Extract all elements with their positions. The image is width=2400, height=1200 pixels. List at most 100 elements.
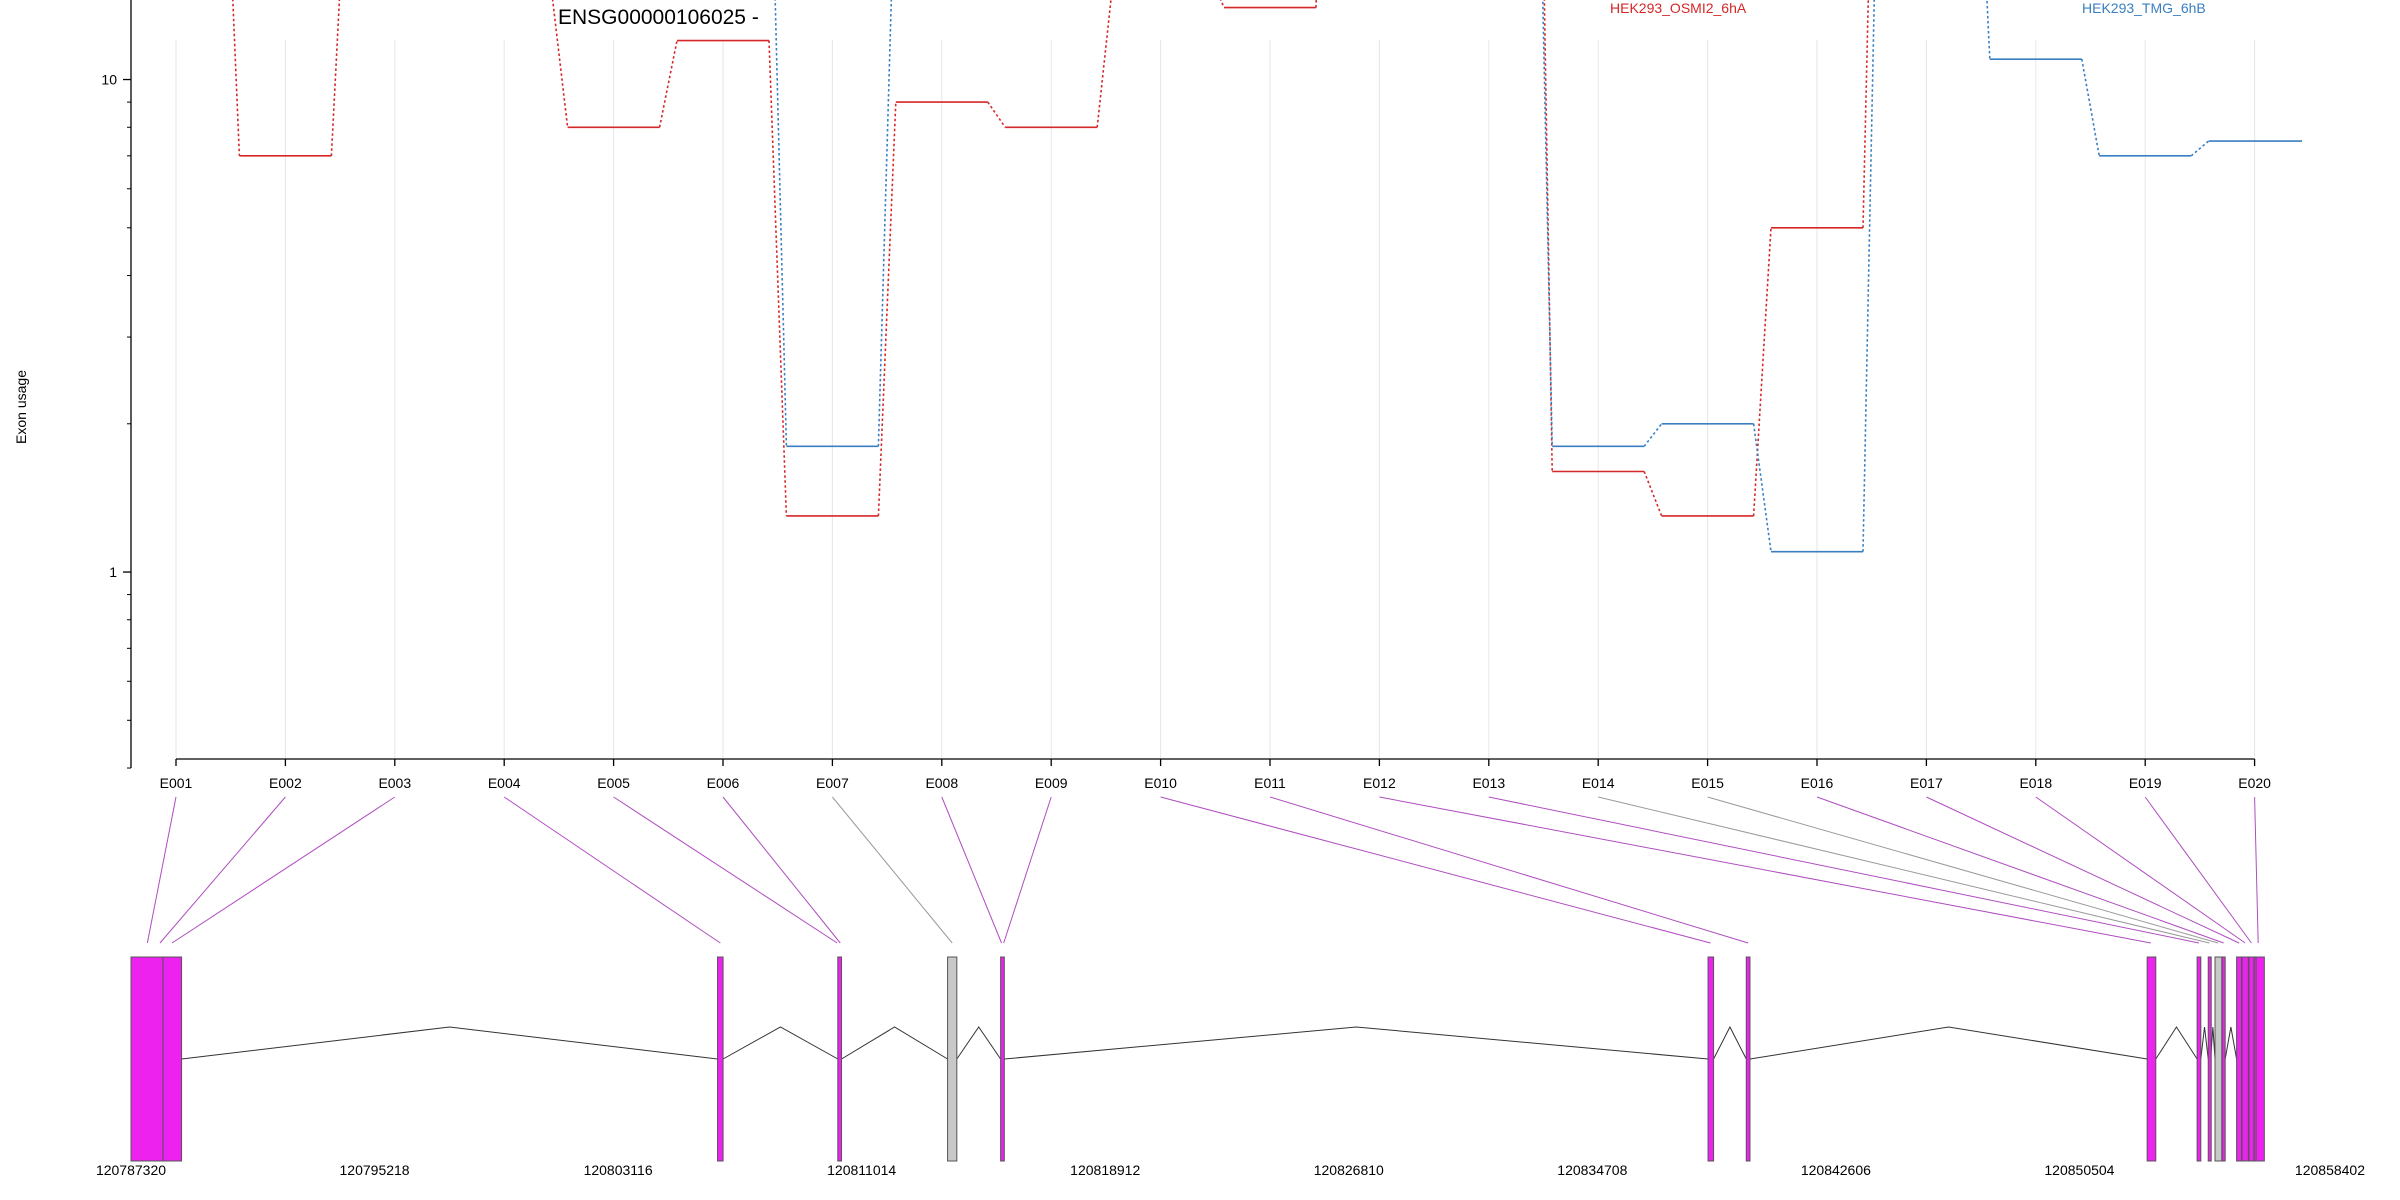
genomic-tick-label: 120858402 [2295, 1162, 2365, 1178]
genomic-tick-label: 120834708 [1557, 1162, 1627, 1178]
genomic-tick-label: 120811014 [827, 1162, 896, 1178]
intron-line [181, 1026, 718, 1060]
series-1-connector [877, 102, 897, 516]
x-tick-label-e005: E005 [597, 775, 630, 791]
series-1-connector [987, 101, 1006, 128]
x-tick-label-e001: E001 [160, 775, 193, 791]
series-2-connector [2190, 140, 2210, 157]
intron-line [1749, 1026, 2148, 1060]
x-tick-label-e012: E012 [1363, 775, 1396, 791]
exon-link-e018 [2035, 796, 2246, 944]
x-tick-label-e015: E015 [1691, 775, 1724, 791]
x-tick-label-e002: E002 [269, 775, 302, 791]
series-1-connector [1096, 0, 1112, 128]
gene-model [130, 956, 2265, 1162]
exon-link-e015 [1707, 796, 2219, 944]
exon-box [2146, 956, 2157, 1162]
series-1-connector [1219, 0, 1225, 8]
genomic-tick-label: 120787320 [96, 1162, 166, 1178]
legend-label-series-1: HEK293_OSMI2_6hA [1610, 0, 1747, 16]
exon-link-e012 [1379, 796, 2151, 944]
x-tick-label-e009: E009 [1035, 775, 1068, 791]
series-1-connector [232, 0, 241, 156]
x-tick-label-e007: E007 [816, 775, 849, 791]
intron-line [2224, 1026, 2238, 1060]
exon-link-e008 [941, 796, 1003, 944]
legend-label-series-2: HEK293_TMG_6hB [2082, 0, 2206, 16]
x-tick-label-e003: E003 [378, 775, 411, 791]
intron-line [2155, 1026, 2198, 1060]
x-tick-label-e018: E018 [2019, 775, 2052, 791]
exon-link-e001 [146, 796, 177, 944]
intron-line [722, 1026, 839, 1060]
y-tick-label: 10 [101, 72, 117, 88]
series-1-connector [658, 40, 678, 128]
exon-link-e019 [2144, 796, 2252, 944]
exon-box [2214, 956, 2223, 1162]
y-axis: 110203050100200 [101, 0, 132, 769]
series-1-connector [1862, 0, 1870, 228]
intron-line [841, 1026, 948, 1060]
genomic-tick-label: 120826810 [1314, 1162, 1384, 1178]
genomic-tick-label: 120850504 [2044, 1162, 2114, 1178]
exon-box [947, 956, 958, 1162]
genomic-tick-label: 120842606 [1801, 1162, 1871, 1178]
series-2-connector [877, 0, 893, 447]
x-axis: E001 E002 E003 E004 E005 E006 E007 E008 E009 E010… [160, 758, 2271, 791]
genomic-axis: 120787320 120795218 120803116 120811014 1208… [96, 1162, 2365, 1178]
exon-link-e005 [613, 796, 838, 944]
series-2-connector [2081, 59, 2100, 156]
exon-link-e011 [1269, 796, 1749, 944]
genomic-tick-label: 120795218 [340, 1162, 410, 1178]
exon-link-e006 [722, 796, 841, 944]
exon-box [2207, 956, 2212, 1162]
exon-box [2248, 956, 2255, 1162]
series-1-connector [1643, 471, 1663, 517]
exon-link-lines [146, 796, 2259, 944]
x-tick-label-e011: E011 [1254, 775, 1286, 791]
grid-lines [175, 40, 2256, 758]
series-1-connector [1752, 227, 1772, 516]
exon-link-e016 [1816, 796, 2224, 944]
y-tick-label: 1 [109, 564, 117, 580]
exon-link-e004 [503, 796, 721, 944]
intron-line [1004, 1026, 1709, 1060]
y-axis-label: Exon usage [13, 370, 29, 444]
intron-line [2200, 1026, 2209, 1060]
x-tick-label-e019: E019 [2129, 775, 2162, 791]
exon-link-e002 [159, 796, 286, 944]
exon-link-e013 [1488, 796, 2200, 944]
exon-box [1707, 956, 1715, 1162]
intron-line [1713, 1025, 1747, 1060]
exon-link-e014 [1598, 796, 2210, 944]
series-2-connector [1986, 0, 1991, 60]
exon-link-e017 [1926, 796, 2240, 944]
series-lines [232, 0, 2302, 553]
series-1-connector [1543, 0, 1553, 472]
x-tick-label-e004: E004 [488, 775, 521, 791]
exon-box [130, 956, 164, 1162]
series-2 [774, 0, 2302, 553]
x-tick-label-e008: E008 [925, 775, 958, 791]
exon-box [2236, 956, 2243, 1162]
exon-link-e009 [1003, 796, 1052, 944]
exon-link-e010 [1160, 796, 1711, 944]
series-2-connector [1643, 423, 1663, 447]
series-1 [232, 0, 1870, 517]
x-tick-label-e006: E006 [707, 775, 740, 791]
chart-title: ENSG00000106025 - [558, 6, 759, 29]
genomic-tick-label: 120803116 [584, 1162, 653, 1178]
exon-box [2241, 956, 2249, 1162]
exon-link-e020 [2254, 796, 2259, 944]
series-2-connector [1541, 0, 1553, 447]
genomic-tick-label: 120818912 [1070, 1162, 1140, 1178]
exon-box [2255, 956, 2265, 1162]
x-tick-label-e016: E016 [1801, 775, 1834, 791]
x-tick-label-e017: E017 [1910, 775, 1943, 791]
series-2-connector [1752, 423, 1772, 552]
series-1-connector [330, 0, 341, 156]
exon-box [1000, 956, 1005, 1162]
exon-box [2196, 956, 2202, 1162]
series-1-connector [768, 40, 788, 516]
